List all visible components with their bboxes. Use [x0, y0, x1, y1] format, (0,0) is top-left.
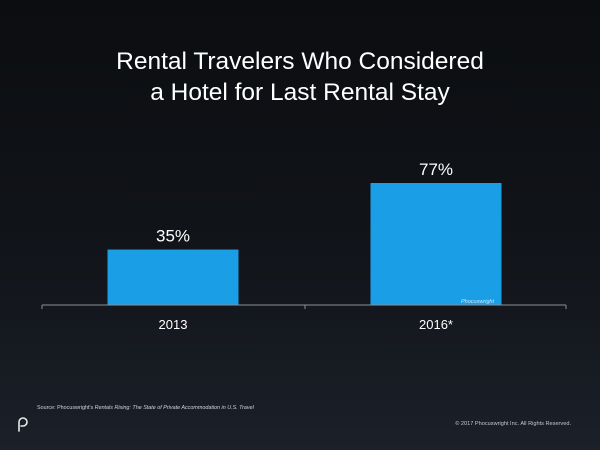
bar-0	[107, 249, 239, 305]
bar-1	[370, 183, 502, 305]
chart-watermark: Phocuswright	[461, 299, 494, 305]
phocuswright-logo-icon	[18, 417, 28, 432]
copyright-note: © 2017 Phocuswright Inc. All Rights Rese…	[455, 421, 571, 427]
source-note: Source: Phocuswright's Rentals Rising: T…	[37, 405, 254, 411]
value-label-0: 35%	[156, 227, 190, 246]
chart-title-line-2: a Hotel for Last Rental Stay	[150, 79, 450, 106]
x-tick-label-1: 2016*	[419, 317, 453, 332]
x-tick-label-0: 2013	[159, 317, 188, 332]
chart-title: Rental Travelers Who Considered a Hotel …	[0, 46, 600, 108]
source-title: Rentals Rising: The State of Private Acc…	[94, 405, 254, 411]
chart-title-line-1: Rental Travelers Who Considered	[116, 48, 484, 75]
value-label-1: 77%	[419, 160, 453, 179]
source-prefix: Source: Phocuswright's	[37, 405, 95, 411]
